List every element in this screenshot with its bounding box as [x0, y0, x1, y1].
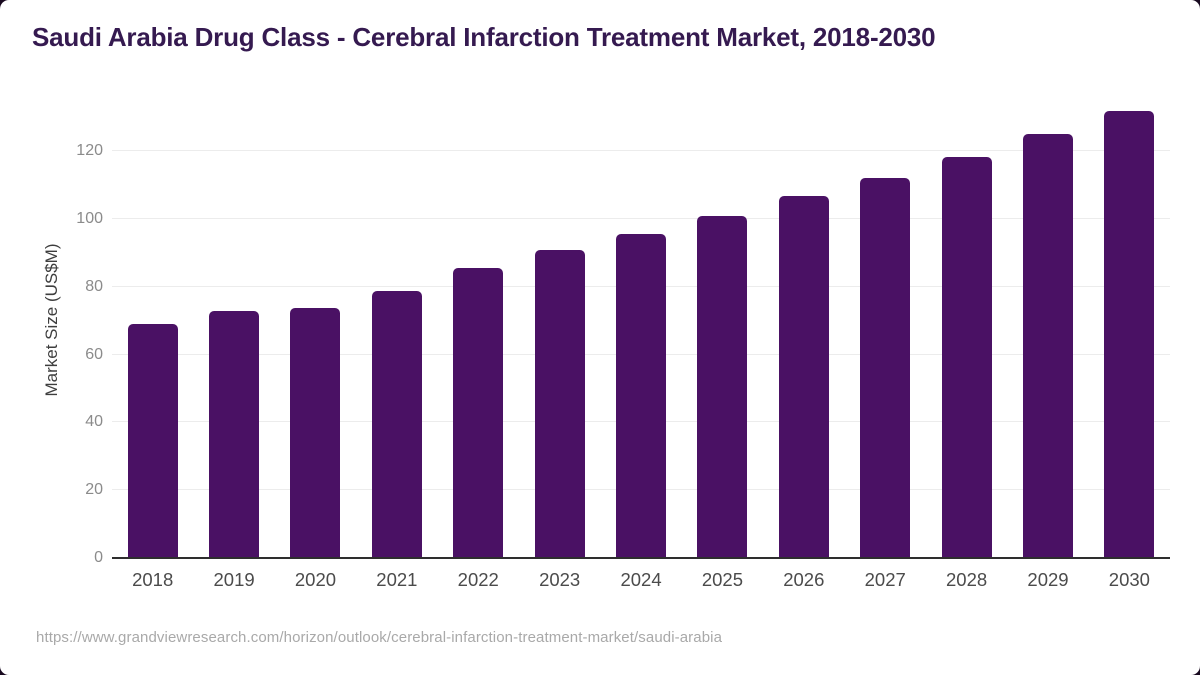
bars — [112, 94, 1170, 558]
bar-slot — [763, 94, 844, 558]
x-tick-label-2023: 2023 — [539, 569, 581, 590]
bar-slot — [438, 94, 519, 558]
x-tick-label-2025: 2025 — [701, 569, 743, 590]
bar-2027[interactable] — [860, 177, 911, 558]
grid-line — [112, 217, 1170, 219]
y-tick-label: 100 — [76, 209, 103, 227]
x-tick-label-2018: 2018 — [132, 569, 174, 590]
bar-2019[interactable] — [209, 310, 260, 558]
bar-2030[interactable] — [1104, 111, 1155, 558]
bar-slot — [926, 94, 1007, 558]
x-tick-label-2020: 2020 — [294, 569, 337, 590]
x-tick-label-2026: 2026 — [783, 569, 825, 590]
bar-2023[interactable] — [534, 250, 585, 558]
y-axis-title: Market Size (US$M) — [42, 243, 61, 397]
bar-2029[interactable] — [1022, 134, 1073, 558]
x-tick-label-2024: 2024 — [620, 569, 662, 590]
bar-slot — [682, 94, 763, 558]
bar-2020[interactable] — [290, 307, 341, 558]
bar-2022[interactable] — [453, 267, 504, 558]
y-tick-label: 80 — [85, 277, 103, 295]
y-tick-label: 0 — [94, 549, 103, 566]
bar-slot — [1007, 94, 1088, 558]
page-title: Saudi Arabia Drug Class - Cerebral Infar… — [32, 22, 936, 52]
x-tick-label-2029: 2029 — [1027, 569, 1069, 590]
x-axis-labels: 2018 2019 2020 2021 2022 2023 2024 2025 2026 2027… — [112, 569, 1170, 591]
y-tick-label: 120 — [76, 142, 103, 159]
x-tick-label-2022: 2022 — [457, 569, 499, 590]
x-tick-label-2028: 2028 — [946, 569, 988, 590]
bar-2021[interactable] — [371, 291, 422, 558]
grid-line — [112, 150, 1170, 151]
bar-slot — [112, 94, 193, 558]
y-tick-label: 60 — [85, 345, 103, 363]
x-tick-label-2030: 2030 — [1108, 569, 1150, 590]
bar-slot — [1089, 94, 1170, 558]
source-url: https://www.grandviewresearch.com/horizo… — [36, 629, 723, 646]
x-tick-label-2019: 2019 — [213, 569, 255, 590]
bar-slot — [193, 94, 274, 558]
bar-2024[interactable] — [616, 234, 667, 558]
x-tick-label-2021: 2021 — [376, 569, 418, 590]
x-axis-line — [112, 557, 1170, 559]
y-tick-label: 40 — [85, 413, 103, 431]
bar-2025[interactable] — [697, 216, 748, 558]
bar-slot — [519, 94, 600, 558]
y-tick-label: 20 — [85, 481, 103, 499]
x-tick-label-2027: 2027 — [864, 569, 906, 590]
plot-area: 2018 2019 2020 2021 2022 2023 2024 2025 2026 2027… — [76, 94, 1170, 590]
bar-slot — [356, 94, 437, 558]
bar-2028[interactable] — [941, 157, 992, 558]
bar-slot — [845, 94, 926, 558]
bar-2026[interactable] — [778, 196, 829, 558]
bar-slot — [600, 94, 681, 558]
bar-2018[interactable] — [127, 323, 178, 558]
bar-slot — [275, 94, 356, 558]
